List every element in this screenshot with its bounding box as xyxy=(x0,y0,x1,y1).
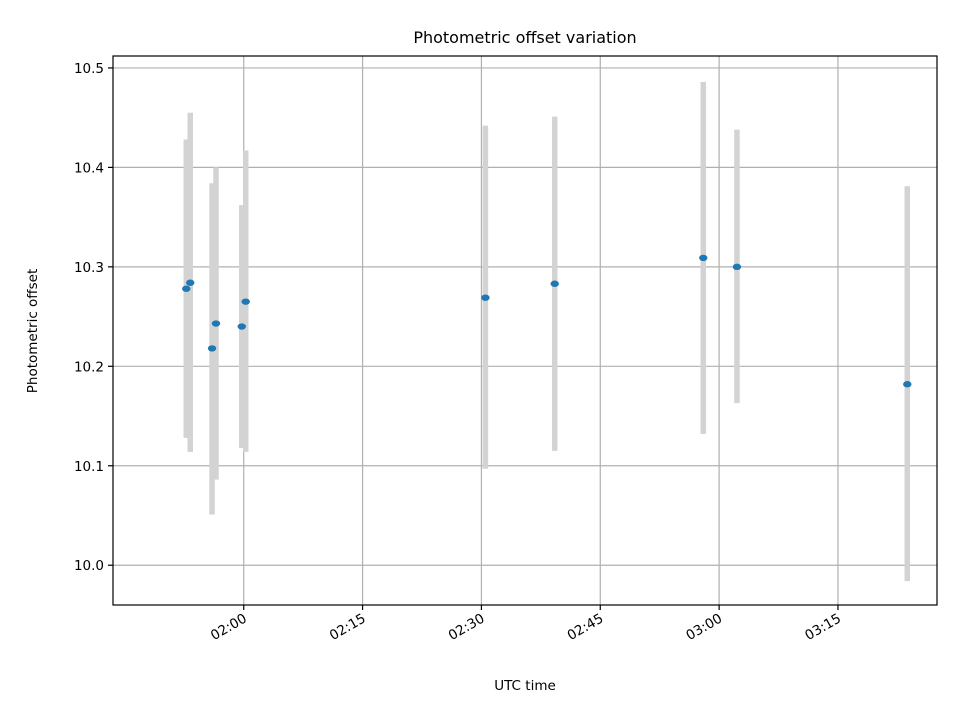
data-point xyxy=(186,279,195,286)
data-point xyxy=(550,280,559,287)
x-tick-label: 03:00 xyxy=(683,611,725,644)
y-tick-label: 10.5 xyxy=(74,61,104,77)
y-tick-label: 10.4 xyxy=(74,160,104,176)
x-tick-label: 02:00 xyxy=(208,611,250,644)
y-tick-label: 10.0 xyxy=(74,558,104,574)
y-tick-label: 10.2 xyxy=(74,359,104,375)
plot-frame xyxy=(112,55,938,606)
x-tick-label: 02:15 xyxy=(327,611,369,644)
error-bars xyxy=(183,81,911,582)
data-point xyxy=(207,345,217,352)
chart-title: Photometric offset variation xyxy=(413,28,636,47)
x-tick-label: 03:15 xyxy=(802,611,844,644)
data-point xyxy=(241,298,250,305)
y-tick-label: 10.1 xyxy=(74,459,104,475)
data-point xyxy=(732,263,742,271)
y-tick-label: 10.3 xyxy=(74,260,104,276)
data-point xyxy=(211,320,221,327)
y-axis-label: Photometric offset xyxy=(25,269,41,393)
data-points xyxy=(182,254,912,388)
x-tick-label: 02:45 xyxy=(565,611,607,644)
grid-lines xyxy=(113,56,937,605)
x-axis-label: UTC time xyxy=(494,678,556,694)
data-point xyxy=(182,285,191,292)
data-point xyxy=(237,323,246,330)
x-tick-label: 02:30 xyxy=(446,611,488,644)
data-point xyxy=(699,254,708,262)
data-point xyxy=(481,294,490,301)
data-point xyxy=(903,381,912,388)
